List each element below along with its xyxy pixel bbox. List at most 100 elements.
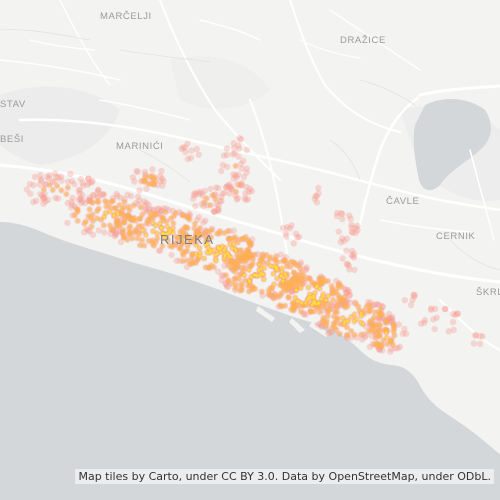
density-point (155, 247, 163, 254)
density-point (299, 270, 304, 275)
density-point (373, 336, 379, 341)
place-label-marcelji: MARČELJI (100, 11, 152, 22)
density-point (141, 202, 148, 209)
density-point (186, 235, 192, 240)
density-point (324, 298, 328, 302)
density-point (374, 301, 381, 308)
density-point (114, 223, 119, 228)
density-point (188, 147, 195, 154)
density-point (23, 186, 30, 193)
density-point (205, 251, 209, 254)
density-point (159, 182, 166, 189)
density-point (99, 191, 106, 198)
density-point (349, 229, 356, 236)
density-point (250, 275, 253, 279)
density-point (224, 163, 231, 170)
density-point (387, 315, 394, 322)
density-point (233, 285, 238, 291)
density-point (208, 235, 214, 240)
density-point (409, 296, 416, 304)
density-point (85, 175, 92, 182)
density-point (133, 167, 140, 175)
map-attribution: Map tiles by Carto, under CC BY 3.0. Dat… (75, 469, 494, 484)
density-point (210, 193, 215, 198)
density-point (144, 233, 148, 236)
density-point (145, 201, 152, 209)
density-point (391, 326, 397, 332)
density-point (262, 278, 266, 281)
density-point (84, 181, 91, 188)
density-point (259, 271, 263, 275)
density-point (332, 325, 337, 330)
density-point (146, 238, 152, 243)
density-point (282, 276, 285, 279)
density-point (314, 321, 322, 328)
density-point (57, 173, 65, 180)
density-point (379, 347, 386, 354)
density-point (143, 200, 150, 207)
density-point (318, 287, 321, 291)
density-point (195, 214, 203, 221)
density-point (198, 251, 202, 255)
density-point (222, 257, 226, 260)
density-point (313, 300, 317, 303)
density-point (237, 136, 245, 143)
density-point (411, 293, 418, 300)
density-point (360, 314, 363, 318)
density-point (243, 146, 251, 154)
density-point (171, 221, 176, 226)
density-point (321, 295, 325, 298)
density-point (184, 248, 190, 253)
density-point (143, 205, 150, 213)
density-point (245, 283, 251, 288)
density-point (354, 222, 361, 230)
density-point (114, 192, 121, 200)
density-point (215, 184, 222, 192)
density-point (38, 176, 45, 183)
density-point (86, 179, 93, 187)
density-point (313, 291, 317, 295)
density-point (208, 203, 213, 208)
density-point (150, 173, 155, 179)
density-point (230, 145, 238, 152)
density-point (332, 320, 338, 325)
density-point (264, 252, 269, 258)
density-point (223, 145, 231, 152)
density-point (185, 258, 190, 263)
density-point (313, 199, 321, 206)
density-point (215, 205, 222, 213)
density-point (331, 314, 337, 319)
density-point (292, 230, 300, 237)
density-point (348, 251, 355, 259)
density-point (291, 270, 297, 275)
place-label-cavle: ČAVLE (386, 196, 420, 207)
density-point (159, 215, 164, 220)
density-point (142, 243, 147, 248)
density-point (173, 242, 178, 247)
density-point (377, 328, 382, 333)
density-point (371, 315, 377, 320)
density-point (134, 193, 142, 201)
density-point (272, 257, 278, 262)
density-point (178, 145, 185, 152)
density-point (286, 294, 291, 299)
density-point (154, 224, 157, 227)
density-point (90, 200, 95, 206)
density-point (59, 188, 64, 193)
density-point (417, 320, 425, 327)
density-point (44, 173, 51, 180)
density-point (127, 208, 132, 213)
port-piers (256, 306, 330, 337)
density-point (146, 205, 153, 213)
density-point (95, 227, 103, 234)
density-point (258, 273, 262, 277)
density-point (225, 228, 231, 234)
density-point (316, 302, 320, 306)
density-point (202, 217, 209, 224)
density-point (139, 224, 145, 229)
density-point (282, 303, 288, 308)
density-point (171, 227, 175, 230)
density-point (125, 237, 130, 242)
density-point (280, 270, 284, 274)
